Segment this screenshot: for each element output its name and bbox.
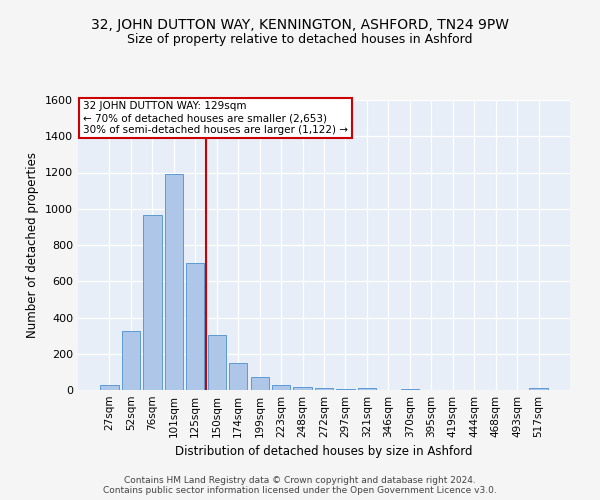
Text: 32 JOHN DUTTON WAY: 129sqm
← 70% of detached houses are smaller (2,653)
30% of s: 32 JOHN DUTTON WAY: 129sqm ← 70% of deta… [83,102,348,134]
Bar [358,388,376,390]
Bar [337,388,355,390]
Bar [401,388,419,390]
Bar [165,174,183,390]
Bar [143,215,161,390]
Bar [229,363,247,390]
Text: 32, JOHN DUTTON WAY, KENNINGTON, ASHFORD, TN24 9PW: 32, JOHN DUTTON WAY, KENNINGTON, ASHFORD… [91,18,509,32]
Text: Contains HM Land Registry data © Crown copyright and database right 2024.
Contai: Contains HM Land Registry data © Crown c… [103,476,497,495]
Bar [529,388,548,390]
Bar [272,386,290,390]
X-axis label: Distribution of detached houses by size in Ashford: Distribution of detached houses by size … [175,446,473,458]
Bar [122,331,140,390]
Text: Size of property relative to detached houses in Ashford: Size of property relative to detached ho… [127,32,473,46]
Bar [186,263,205,390]
Bar [100,384,119,390]
Y-axis label: Number of detached properties: Number of detached properties [26,152,40,338]
Bar [293,388,311,390]
Bar [251,378,269,390]
Bar [208,334,226,390]
Bar [315,388,333,390]
